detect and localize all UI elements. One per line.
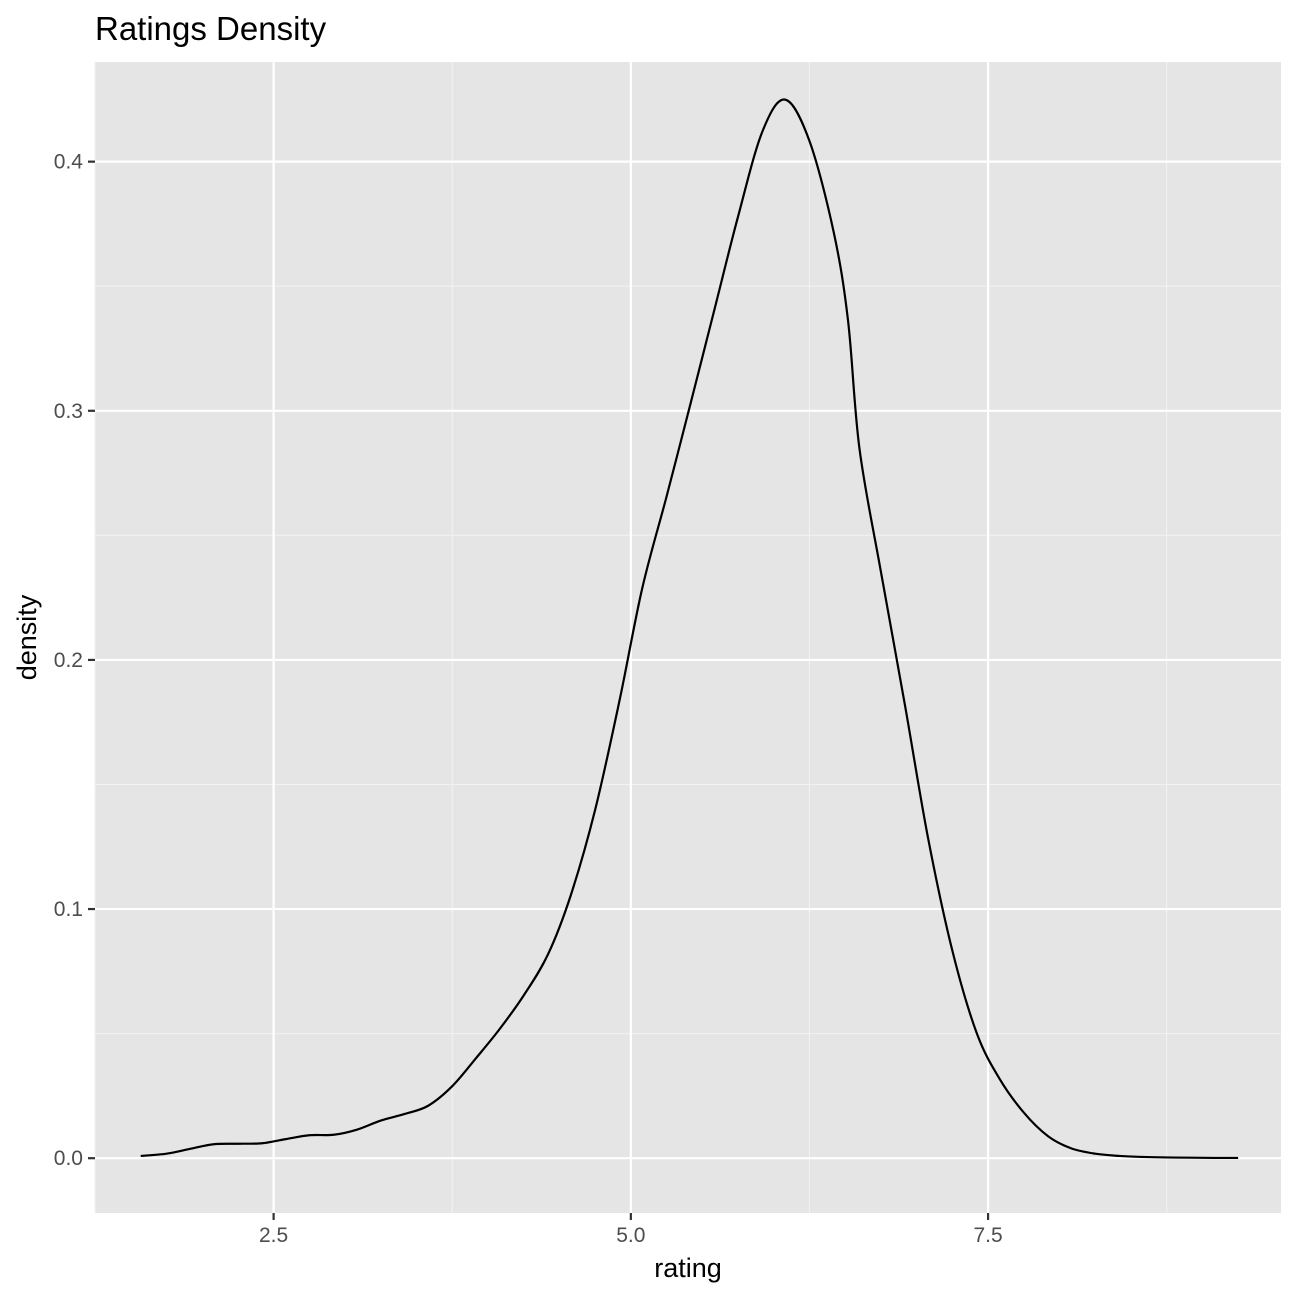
y-tick-label: 0.3	[54, 400, 83, 423]
x-axis: 2.5 5.0 7.5	[259, 1213, 1003, 1247]
minor-grid	[94, 62, 1281, 1213]
series-layer	[140, 98, 1239, 1160]
plot-panel	[95, 62, 1281, 1213]
chart-title: Ratings Density	[95, 10, 327, 47]
x-tick-label: 7.5	[973, 1224, 1002, 1247]
x-tick-label: 5.0	[616, 1224, 645, 1247]
x-tick-label: 2.5	[259, 1224, 288, 1247]
y-axis-title: density	[12, 594, 42, 680]
y-axis: 0.0 0.1 0.2 0.3 0.4	[54, 151, 95, 1170]
y-tick-label: 0.4	[54, 151, 84, 174]
x-axis-title: rating	[654, 1253, 722, 1283]
y-tick-label: 0.0	[54, 1147, 83, 1170]
y-tick-label: 0.2	[54, 649, 83, 672]
y-tick-label: 0.1	[54, 898, 83, 921]
density-line	[140, 98, 1239, 1160]
